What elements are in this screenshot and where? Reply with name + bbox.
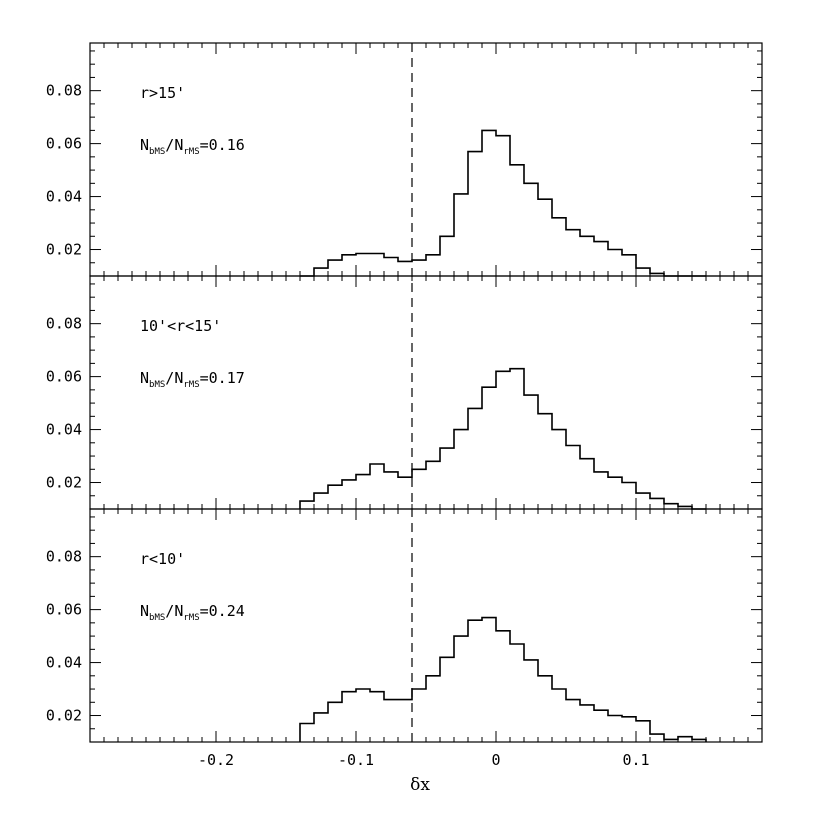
ratio-ratio-den-main: N [174, 369, 183, 387]
ratio-ratio-num-sub: bMS [149, 380, 165, 390]
ratio-ratio-num-main: N [140, 602, 149, 620]
ratio-ratio-den-sub: rMS [183, 380, 199, 390]
y-tick-label: 0.08 [46, 315, 82, 333]
ratio-slash: / [165, 136, 174, 154]
panel-1: 0.020.040.060.08 r>15'NbMS/NrMS=0.16 [46, 42, 763, 277]
y-tick-label: 0.02 [46, 474, 82, 492]
x-tick-label: -0.2 [198, 751, 234, 769]
x-tick-label: 0.1 [622, 751, 649, 769]
y-tick-label: 0.06 [46, 601, 82, 619]
ratio-ratio-den-main: N [174, 602, 183, 620]
ratio-ratio-den-sub: rMS [183, 147, 199, 157]
y-tick-label: 0.02 [46, 707, 82, 725]
y-tick-label: 0.08 [46, 548, 82, 566]
ratio-slash: / [165, 602, 174, 620]
region-label: r>15' [140, 84, 185, 102]
ratio-ratio-value: =0.17 [200, 369, 245, 387]
ratio-label: NbMS/NrMS=0.24 [140, 602, 245, 623]
ratio-ratio-den-main: N [174, 136, 183, 154]
ratio-label: NbMS/NrMS=0.16 [140, 136, 245, 157]
region-label: 10'<r<15' [140, 317, 221, 335]
histogram-series [300, 129, 706, 277]
ratio-label: NbMS/NrMS=0.17 [140, 369, 245, 390]
ratio-slash: / [165, 369, 174, 387]
panel-frame [89, 42, 763, 277]
ratio-ratio-num-sub: bMS [149, 147, 165, 157]
histogram-series [299, 616, 707, 742]
y-tick-label: 0.06 [46, 135, 82, 153]
ratio-ratio-value: =0.16 [200, 136, 245, 154]
x-axis-label: δx [410, 775, 430, 795]
histogram-series [299, 367, 706, 510]
x-tick-label: 0 [491, 751, 500, 769]
ratio-ratio-num-main: N [140, 369, 149, 387]
panel-frame [89, 275, 763, 510]
ratio-ratio-value: =0.24 [200, 602, 245, 620]
region-label: r<10' [140, 550, 185, 568]
y-tick-label: 0.06 [46, 368, 82, 386]
ratio-ratio-den-sub: rMS [183, 613, 199, 623]
y-tick-label: 0.08 [46, 82, 82, 100]
y-tick-label: 0.04 [46, 421, 82, 439]
panel-3: 0.020.040.060.08 r<10'NbMS/NrMS=0.24 [46, 508, 763, 743]
panel-frame [89, 508, 763, 743]
y-tick-label: 0.04 [46, 188, 82, 206]
y-tick-label: 0.02 [46, 241, 82, 259]
ratio-ratio-num-main: N [140, 136, 149, 154]
y-tick-label: 0.04 [46, 654, 82, 672]
x-tick-label: -0.1 [338, 751, 374, 769]
panel-2: 0.020.040.060.08 10'<r<15'NbMS/NrMS=0.17 [46, 275, 763, 510]
ratio-ratio-num-sub: bMS [149, 613, 165, 623]
